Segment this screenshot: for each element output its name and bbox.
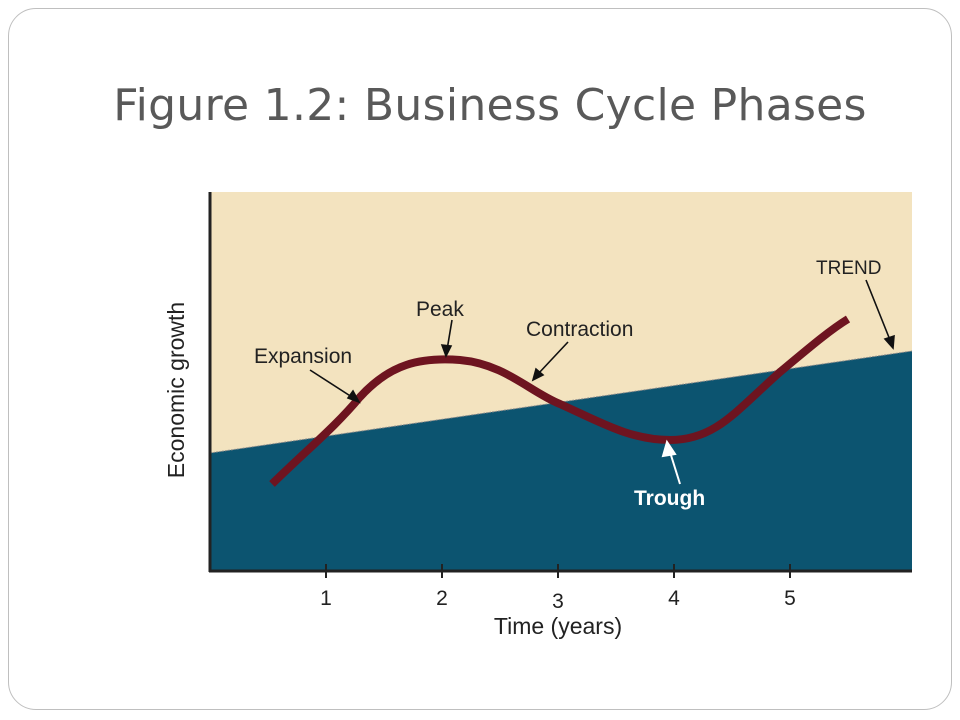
annotation-arrows [309, 279, 895, 404]
x-ticks [325, 564, 791, 578]
business-cycle-curve [269, 315, 851, 487]
trend-label: TREND [816, 258, 881, 279]
trough-arrow-group [661, 439, 681, 485]
trend-arrow [865, 279, 891, 341]
contraction-label: Contraction [526, 318, 633, 341]
y-axis-label: Economic growth [163, 302, 189, 478]
x-tick-label-4: 4 [668, 587, 680, 610]
axis-label-band [160, 572, 912, 640]
trough-label: Trough [634, 487, 705, 510]
x-tick-label-3: 3 [552, 590, 564, 613]
expansion-arrow [309, 369, 356, 400]
contraction-arrow [537, 341, 569, 375]
contraction-arrowhead [531, 367, 545, 382]
trend-arrowhead [883, 334, 895, 350]
x-tick-labels: 1 2 3 4 5 [320, 587, 796, 613]
y-label-band [160, 192, 210, 640]
x-tick-label-1: 1 [320, 587, 332, 610]
trough-arrowhead [661, 439, 677, 458]
x-axis-label: Time (years) [494, 613, 622, 639]
x-tick-label-2: 2 [436, 587, 448, 610]
expansion-label: Expansion [254, 345, 352, 368]
peak-arrowhead [440, 344, 453, 359]
business-cycle-diagram: TREND Peak Contraction Expansion Trough … [160, 192, 912, 640]
expansion-arrowhead [346, 389, 361, 404]
x-tick-label-5: 5 [784, 587, 796, 610]
trough-arrow [669, 451, 681, 485]
peak-label: Peak [416, 298, 464, 321]
slide-title: Figure 1.2: Business Cycle Phases [113, 80, 867, 131]
